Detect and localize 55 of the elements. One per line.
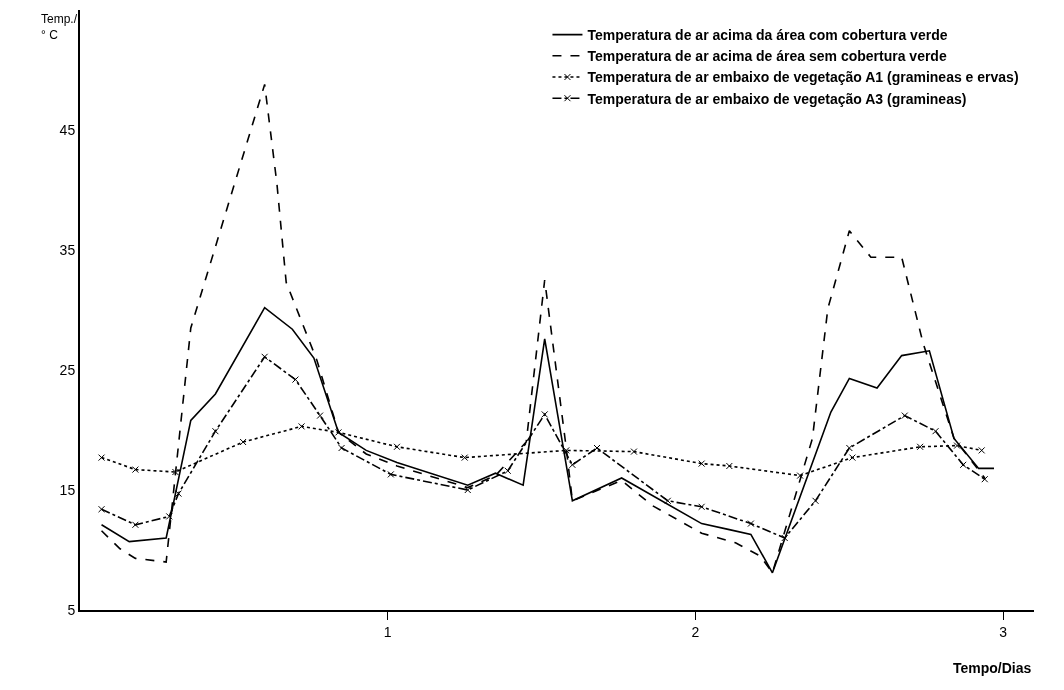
point bbox=[461, 454, 469, 462]
x-axis-title: Tempo/Dias bbox=[953, 660, 1032, 676]
x-tick-label: 1 bbox=[383, 623, 392, 640]
point bbox=[725, 462, 733, 470]
point bbox=[978, 446, 986, 454]
y-axis-title: Temp./ ° C bbox=[41, 12, 78, 42]
point bbox=[747, 520, 755, 528]
point bbox=[464, 486, 472, 494]
point bbox=[848, 454, 856, 462]
point bbox=[562, 446, 570, 454]
point bbox=[981, 475, 989, 483]
point bbox=[504, 467, 512, 475]
point bbox=[630, 448, 638, 456]
point bbox=[131, 466, 139, 474]
point bbox=[165, 512, 173, 520]
point bbox=[239, 438, 247, 446]
y-tick-label: 25 bbox=[59, 361, 76, 378]
y-tick-label: 5 bbox=[67, 601, 76, 618]
point bbox=[698, 460, 706, 468]
y-tick-label: 15 bbox=[59, 481, 76, 498]
point bbox=[98, 454, 106, 462]
point bbox=[953, 442, 961, 450]
point bbox=[335, 428, 342, 436]
point bbox=[901, 412, 909, 420]
point bbox=[812, 497, 819, 505]
point bbox=[98, 505, 106, 513]
point bbox=[781, 534, 789, 542]
x-tick-label: 2 bbox=[691, 623, 700, 640]
y-tick-label: 35 bbox=[59, 241, 76, 258]
legend-label: Temperatura de ar acima da área com cobertura verde bbox=[587, 27, 948, 44]
point bbox=[291, 376, 299, 384]
point bbox=[298, 422, 306, 430]
point bbox=[541, 410, 549, 418]
point bbox=[131, 521, 139, 529]
point bbox=[211, 427, 219, 435]
y-tick-label: 45 bbox=[59, 121, 76, 138]
point bbox=[916, 443, 924, 451]
point bbox=[171, 468, 179, 476]
point bbox=[568, 461, 576, 469]
legend-label: Temperatura de ar acima de área sem cobertura verde bbox=[587, 48, 947, 65]
point bbox=[387, 470, 395, 478]
point bbox=[845, 444, 853, 452]
point bbox=[338, 444, 346, 452]
point bbox=[796, 472, 804, 480]
point bbox=[261, 353, 269, 361]
point bbox=[664, 497, 672, 505]
point bbox=[932, 427, 940, 435]
x-tick-label: 3 bbox=[999, 623, 1008, 640]
point bbox=[959, 461, 967, 469]
point bbox=[316, 412, 324, 420]
point bbox=[698, 503, 706, 511]
legend-label: Temperatura de ar embaixo de vegetação A3 (gramineas) bbox=[587, 90, 967, 107]
point bbox=[174, 490, 182, 498]
point bbox=[393, 443, 401, 451]
legend-label: Temperatura de ar embaixo de vegetação A1 (gramineas e ervas) bbox=[587, 69, 1019, 86]
